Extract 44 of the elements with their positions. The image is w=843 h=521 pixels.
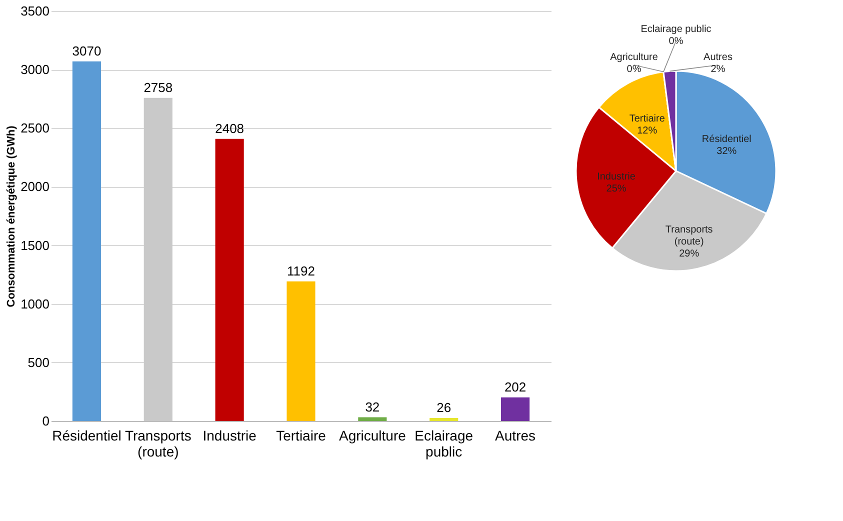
x-tick-label: Eclairage public [414, 428, 474, 460]
y-axis-title: Consommation énergétique (GWh) [6, 125, 18, 308]
slice-label: Résidentiel [702, 134, 752, 145]
category-label: Eclairage public [640, 24, 712, 35]
y-tick-label: 500 [28, 354, 50, 370]
data-label: 25% [606, 184, 626, 195]
slice-label: Autres [704, 52, 732, 63]
bar [72, 61, 101, 421]
bar [215, 138, 244, 421]
y-tick-label: 3500 [20, 4, 50, 18]
y-tick-label: 1000 [20, 296, 50, 312]
bar [286, 281, 316, 421]
y-tick-label: 2500 [20, 120, 50, 136]
data-label: 12% [637, 125, 658, 136]
bar [144, 98, 172, 421]
data-label: 26 [436, 400, 452, 415]
y-tick-label: 2000 [20, 179, 50, 194]
y-tick-label: 1500 [20, 238, 50, 253]
bar [430, 418, 458, 421]
data-label: 1192 [287, 263, 315, 278]
data-label: 29% [679, 248, 700, 260]
data-label: 202 [504, 379, 526, 394]
bar [358, 417, 387, 421]
text: 0% [626, 64, 642, 75]
x-tick-label: Transports (route) [124, 428, 192, 460]
x-tick-label: Autres [495, 428, 536, 444]
y-tick-label: 3000 [20, 62, 50, 78]
slice-label: Tertiaire [629, 113, 666, 124]
x-tick-label: Industrie [202, 428, 257, 444]
data-label: 3070 [72, 43, 102, 58]
data-label: 32% [716, 146, 737, 157]
data-label: 2% [710, 64, 726, 75]
x-tick-label: Agriculture [338, 428, 406, 444]
y-tick-label: 0 [42, 414, 50, 428]
data-label: 2758 [144, 80, 173, 95]
x-tick-label: Tertiaire [276, 428, 326, 444]
text: 0% [668, 36, 684, 47]
data-label: 2408 [215, 120, 244, 136]
bar [501, 397, 530, 421]
slice-label: Transports (route) [665, 224, 713, 248]
category-label: Agriculture [610, 52, 658, 63]
x-tick-label: Résidentiel [52, 428, 122, 444]
slice-label: Industrie [597, 172, 636, 183]
data-label: 32 [365, 399, 380, 414]
